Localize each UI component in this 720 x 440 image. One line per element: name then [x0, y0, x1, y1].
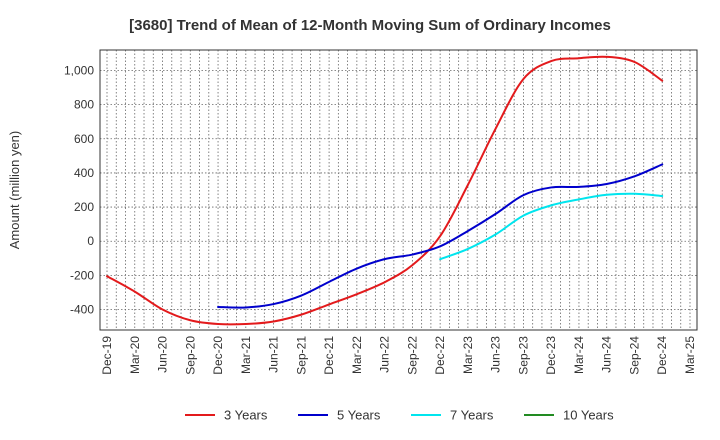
- legend: 3 Years 5 Years 7 Years 10 Years: [185, 408, 614, 423]
- x-tick-label: Sep-23: [516, 336, 530, 375]
- x-tick-labels: Dec-19 Mar-20 Jun-20 Sep-20 Dec-20 Mar-21 Jun-…: [100, 336, 697, 375]
- y-tick-label: 0: [87, 234, 94, 248]
- y-tick-label: 200: [74, 200, 94, 214]
- x-tick-label: Jun-21: [267, 336, 281, 373]
- series-layer: [106, 55, 664, 326]
- x-tick-label: Mar-22: [350, 336, 364, 374]
- x-tick-label: Jun-24: [600, 336, 614, 373]
- x-tick-label: Dec-21: [322, 336, 336, 375]
- x-tick-label: Dec-20: [211, 336, 225, 375]
- x-tick-label: Dec-24: [655, 336, 669, 375]
- y-tick-label: 400: [74, 166, 94, 180]
- x-tick-label: Jun-23: [489, 336, 503, 373]
- x-tick-label: Sep-21: [294, 336, 308, 375]
- chart-title: [3680] Trend of Mean of 12-Month Moving …: [129, 17, 611, 34]
- plot-area: [100, 50, 697, 330]
- legend-label-5-years: 5 Years: [337, 408, 381, 423]
- y-axis-label: Amount (million yen): [7, 131, 22, 250]
- x-tick-label: Jun-20: [156, 336, 170, 373]
- y-tick-label: 1,000: [64, 63, 94, 77]
- legend-label-10-years: 10 Years: [563, 408, 614, 423]
- x-tick-label: Dec-23: [544, 336, 558, 375]
- x-tick-label: Mar-20: [128, 336, 142, 374]
- legend-label-7-years: 7 Years: [450, 408, 494, 423]
- grid-lines: [100, 50, 697, 330]
- x-tick-label: Dec-19: [100, 336, 114, 375]
- y-tick-label: 800: [74, 98, 94, 112]
- y-tick-label: 600: [74, 132, 94, 146]
- series-line-7-years: [439, 192, 664, 261]
- x-tick-label: Jun-22: [378, 336, 392, 373]
- x-tick-label: Mar-21: [239, 336, 253, 374]
- series-line-5-years: [217, 163, 664, 309]
- plot-frame: [99, 49, 698, 331]
- y-tick-labels: -400 -200 0 200 400 600 800 1,000: [64, 63, 94, 316]
- x-tick-label: Sep-22: [405, 336, 419, 375]
- y-tick-label: -200: [70, 268, 94, 282]
- x-tick-label: Dec-22: [433, 336, 447, 375]
- x-tick-label: Mar-24: [572, 336, 586, 374]
- y-tick-label: -400: [70, 303, 94, 317]
- legend-label-3-years: 3 Years: [224, 408, 268, 423]
- x-tick-label: Sep-20: [183, 336, 197, 375]
- series-line-3-years: [106, 55, 664, 326]
- x-tick-label: Mar-23: [461, 336, 475, 374]
- x-tick-label: Mar-25: [683, 336, 697, 374]
- x-tick-label: Sep-24: [627, 336, 641, 375]
